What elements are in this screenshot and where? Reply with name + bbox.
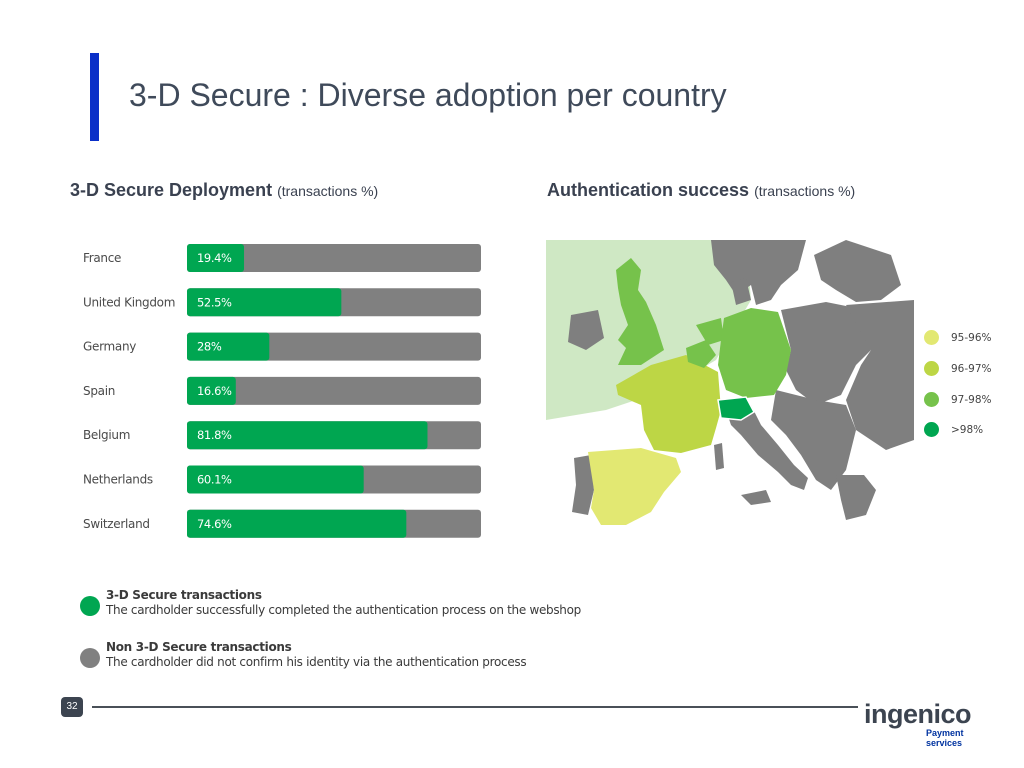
category-label: France (83, 251, 121, 265)
country-united-kingdom (616, 258, 664, 365)
country-portugal (572, 455, 594, 515)
brand-tagline-line-2: services (926, 738, 963, 748)
footer-divider (92, 706, 858, 708)
country-balkans (771, 390, 856, 490)
map-legend-dot (924, 392, 939, 407)
map-legend-item-over-98: >98% (924, 422, 983, 437)
bar-secure (187, 244, 245, 272)
country-ireland (568, 310, 604, 350)
legend-non-secure-text: Non 3-D Secure transactions The cardhold… (106, 640, 527, 670)
country-france (616, 355, 721, 453)
map-legend-item-95-96: 95-96% (924, 330, 992, 345)
legend-non-secure-dot (80, 648, 100, 668)
map-legend-label: 95-96% (951, 331, 992, 344)
brand-tagline-line-1: Payment (926, 728, 964, 738)
legend-secure-text: 3-D Secure transactions The cardholder s… (106, 588, 581, 618)
country-finland (814, 240, 901, 302)
deployment-bar-chart: France 19.4% United Kingdom 52.5% Germany 28%… (83, 244, 481, 538)
europe-map (546, 240, 914, 528)
deployment-heading-title: 3-D Secure Deployment (70, 180, 273, 200)
category-label: Netherlands (83, 473, 153, 487)
map-legend-item-96-97: 96-97% (924, 361, 992, 376)
bar-secure (187, 421, 428, 450)
country-germany (718, 308, 791, 398)
deployment-heading: 3-D Secure Deployment (transactions %) (70, 180, 378, 201)
map-legend-dot (924, 330, 939, 345)
auth-heading: Authentication success (transactions %) (547, 180, 855, 201)
country-spain (588, 448, 681, 525)
bar-secure (187, 332, 270, 361)
country-netherlands (696, 318, 724, 345)
country-belgium (686, 340, 716, 368)
legend-secure-title: 3-D Secure transactions (106, 588, 262, 602)
bar-non-secure (187, 376, 481, 405)
map-legend-label: >98% (951, 423, 984, 436)
slide-title: 3-D Secure : Diverse adoption per countr… (129, 77, 727, 113)
map-legend-item-97-98: 97-98% (924, 392, 992, 407)
category-label: United Kingdom (83, 295, 175, 309)
bar-secure (187, 509, 407, 538)
brand-logo: ingenico (864, 699, 972, 729)
legend-non-secure-title: Non 3-D Secure transactions (106, 640, 292, 654)
country-greece (836, 475, 876, 520)
title-accent-bar (90, 53, 99, 141)
map-legend-dot (924, 361, 939, 376)
country-denmark (731, 278, 751, 305)
map-legend-label: 97-98% (951, 393, 992, 406)
bar-value-label: 74.6% (197, 517, 232, 531)
category-label: Germany (83, 340, 136, 354)
legend-secure-desc: The cardholder successfully completed th… (106, 603, 581, 617)
country-poland-region (781, 302, 871, 405)
deployment-heading-sub: (transactions %) (277, 183, 379, 199)
map-legend-dot (924, 422, 939, 437)
bar-value-label: 28% (197, 340, 222, 354)
brand-tagline: Payment services (926, 728, 964, 748)
bar-secure (187, 376, 236, 405)
legend-non-secure-desc: The cardholder did not confirm his ident… (106, 655, 527, 669)
legend-non-secure: Non 3-D Secure transactions The cardhold… (80, 640, 527, 670)
bar-value-label: 19.4% (197, 251, 232, 265)
country-sicily (741, 490, 771, 505)
bar-value-label: 60.1% (197, 473, 232, 487)
category-label: Switzerland (83, 517, 150, 531)
country-switzerland (717, 396, 755, 421)
auth-heading-sub: (transactions %) (754, 183, 856, 199)
page-number: 32 (61, 697, 83, 717)
map-legend-label: 96-97% (951, 362, 992, 375)
country-eastern-region (846, 300, 914, 450)
bar-value-label: 81.8% (197, 428, 232, 442)
bar-secure (187, 465, 364, 494)
bar-value-label: 16.6% (197, 384, 232, 398)
category-label: Spain (83, 384, 115, 398)
country-sardinia (714, 443, 724, 470)
bar-non-secure (187, 244, 481, 272)
legend-secure: 3-D Secure transactions The cardholder s… (80, 588, 581, 618)
legend-secure-dot (80, 596, 100, 616)
country-italy (726, 405, 808, 490)
auth-heading-title: Authentication success (547, 180, 750, 200)
bar-secure (187, 288, 342, 317)
bar-value-label: 52.5% (197, 295, 232, 309)
category-label: Belgium (83, 428, 130, 442)
